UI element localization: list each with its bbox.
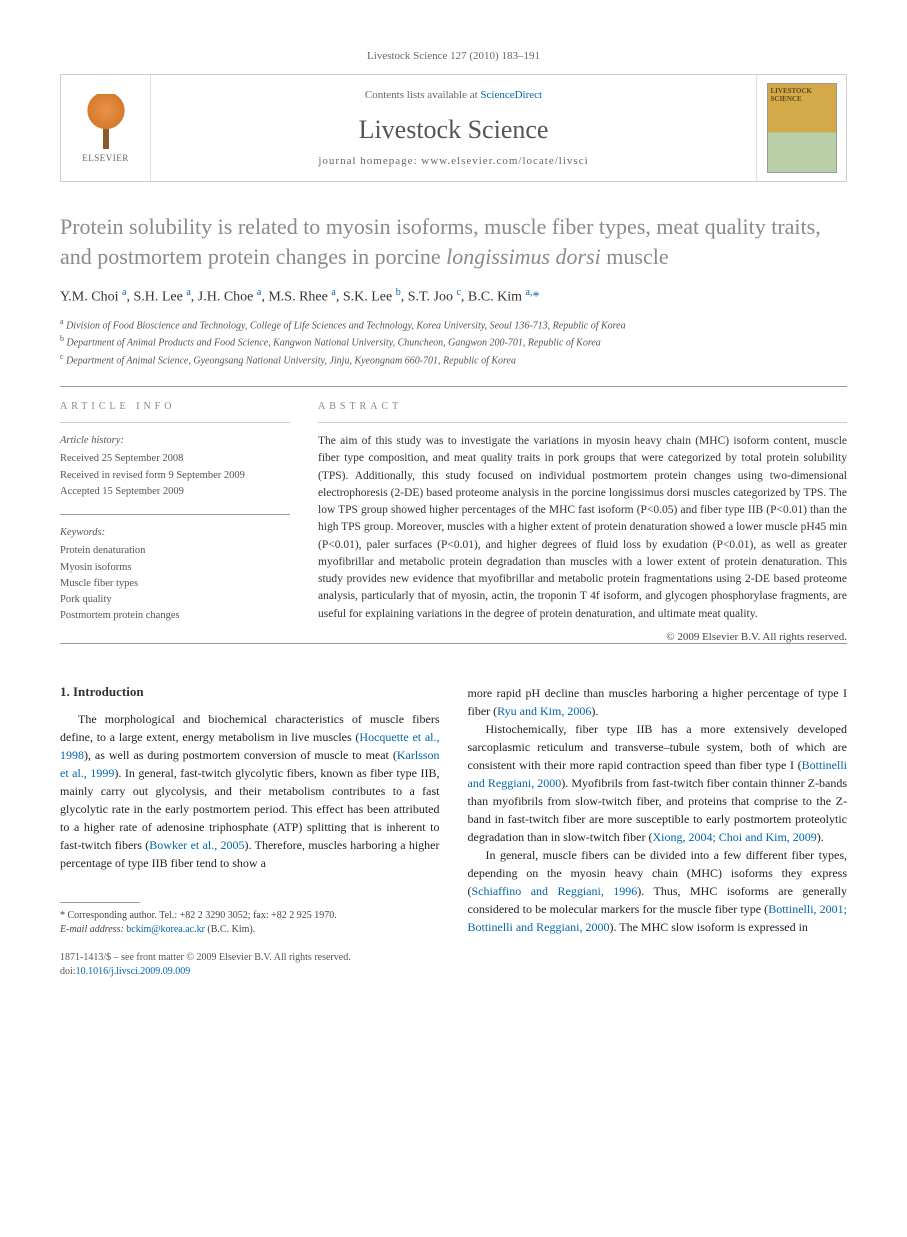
- abstract-copyright: © 2009 Elsevier B.V. All rights reserved…: [318, 631, 847, 643]
- elsevier-label: ELSEVIER: [82, 153, 129, 163]
- intro-text-right: more rapid pH decline than muscles harbo…: [468, 684, 848, 936]
- journal-homepage-line: journal homepage: www.elsevier.com/locat…: [318, 155, 588, 167]
- contents-available-line: Contents lists available at ScienceDirec…: [365, 89, 542, 101]
- mid-divider: [60, 643, 847, 644]
- homepage-prefix: journal homepage:: [318, 155, 421, 167]
- info-inner-divider: [60, 514, 290, 515]
- body-column-right: more rapid pH decline than muscles harbo…: [468, 684, 848, 979]
- doi-label: doi:: [60, 966, 76, 977]
- intro-heading: 1. Introduction: [60, 684, 440, 700]
- sciencedirect-link[interactable]: ScienceDirect: [480, 89, 542, 101]
- affiliations: a Division of Food Bioscience and Techno…: [60, 316, 847, 368]
- elsevier-tree-icon: [81, 94, 131, 149]
- history-revised: Received in revised form 9 September 200…: [60, 468, 290, 484]
- keywords-heading: Keywords:: [60, 525, 290, 541]
- journal-cover-cell: LIVESTOCK SCIENCE: [756, 75, 846, 181]
- citation-link[interactable]: Bowker et al., 2005: [149, 838, 244, 852]
- history-received: Received 25 September 2008: [60, 451, 290, 467]
- abstract-label: abstract: [318, 387, 847, 423]
- title-italic: longissimus dorsi: [446, 244, 601, 269]
- body-text-fragment: ).: [817, 830, 824, 844]
- running-header: Livestock Science 127 (2010) 183–191: [60, 50, 847, 62]
- citation-link[interactable]: Xiong, 2004; Choi and Kim, 2009: [652, 830, 816, 844]
- page-container: Livestock Science 127 (2010) 183–191 ELS…: [0, 0, 907, 1029]
- body-two-columns: 1. Introduction The morphological and bi…: [60, 684, 847, 979]
- keyword-item: Postmortem protein changes: [60, 608, 290, 624]
- journal-banner: ELSEVIER Contents lists available at Sci…: [60, 74, 847, 182]
- doi-link[interactable]: 10.1016/j.livsci.2009.09.009: [76, 966, 191, 977]
- keywords-block: Keywords: Protein denaturation Myosin is…: [60, 525, 290, 625]
- affiliation-c: c Department of Animal Science, Gyeongsa…: [60, 351, 847, 368]
- footnote-rule: [60, 902, 140, 903]
- journal-cover-thumbnail: LIVESTOCK SCIENCE: [767, 83, 837, 173]
- keyword-item: Protein denaturation: [60, 543, 290, 559]
- affiliation-b: b Department of Animal Products and Food…: [60, 333, 847, 350]
- email-person: (B.C. Kim).: [207, 924, 255, 935]
- article-history: Article history: Received 25 September 2…: [60, 433, 290, 500]
- email-link[interactable]: bckim@korea.ac.kr: [126, 924, 205, 935]
- corr-author-line: * Corresponding author. Tel.: +82 2 3290…: [60, 909, 440, 923]
- intro-text-left: The morphological and biochemical charac…: [60, 710, 440, 872]
- author-list: Y.M. Choi a, S.H. Lee a, J.H. Choe a, M.…: [60, 287, 847, 306]
- article-info-label: article info: [60, 387, 290, 423]
- history-heading: Article history:: [60, 433, 290, 449]
- body-text-fragment: Histochemically, fiber type IIB has a mo…: [468, 722, 848, 772]
- citation-link[interactable]: Ryu and Kim, 2006: [497, 704, 591, 718]
- email-label: E-mail address:: [60, 924, 124, 935]
- keyword-item: Myosin isoforms: [60, 560, 290, 576]
- history-accepted: Accepted 15 September 2009: [60, 484, 290, 500]
- keyword-item: Pork quality: [60, 592, 290, 608]
- article-info-column: article info Article history: Received 2…: [60, 387, 290, 643]
- affiliation-a: a Division of Food Bioscience and Techno…: [60, 316, 847, 333]
- contents-prefix: Contents lists available at: [365, 89, 480, 101]
- title-part2: muscle: [601, 244, 669, 269]
- front-matter-line: 1871-1413/$ – see front matter © 2009 El…: [60, 951, 440, 979]
- abstract-column: abstract The aim of this study was to in…: [318, 387, 847, 643]
- homepage-url[interactable]: www.elsevier.com/locate/livsci: [421, 155, 588, 167]
- body-text-fragment: ). The MHC slow isoform is expressed in: [609, 920, 807, 934]
- citation-link[interactable]: Schiaffino and Reggiani, 1996: [472, 884, 638, 898]
- info-abstract-row: article info Article history: Received 2…: [60, 387, 847, 643]
- body-column-left: 1. Introduction The morphological and bi…: [60, 684, 440, 979]
- title-part1: Protein solubility is related to myosin …: [60, 214, 821, 269]
- cover-title: LIVESTOCK SCIENCE: [771, 87, 833, 103]
- journal-name: Livestock Science: [359, 115, 549, 145]
- article-title: Protein solubility is related to myosin …: [60, 212, 847, 271]
- body-text-fragment: ).: [591, 704, 598, 718]
- corresponding-author-footnote: * Corresponding author. Tel.: +82 2 3290…: [60, 909, 440, 937]
- keyword-item: Muscle fiber types: [60, 576, 290, 592]
- publisher-logo-cell: ELSEVIER: [61, 75, 151, 181]
- body-text-fragment: ), as well as during postmortem conversi…: [84, 748, 397, 762]
- front-matter-text: 1871-1413/$ – see front matter © 2009 El…: [60, 951, 440, 965]
- abstract-text: The aim of this study was to investigate…: [318, 433, 847, 623]
- banner-center: Contents lists available at ScienceDirec…: [151, 75, 756, 181]
- elsevier-logo: ELSEVIER: [71, 88, 141, 168]
